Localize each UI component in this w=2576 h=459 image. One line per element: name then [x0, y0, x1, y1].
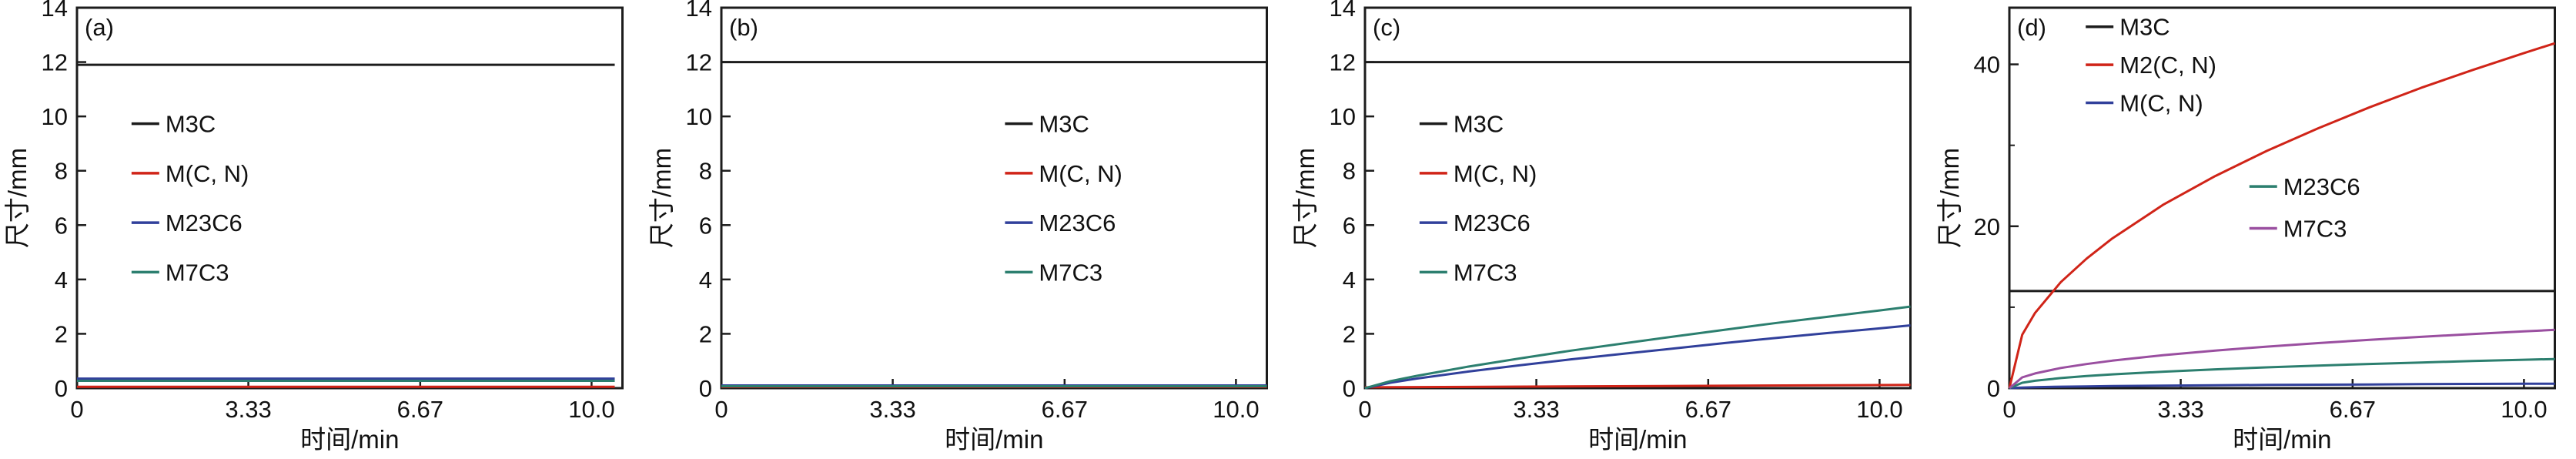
x-tick-label: 10.0 [1856, 396, 1902, 423]
legend-label-m7c3: M7C3 [1039, 259, 1102, 286]
y-tick-label: 4 [698, 266, 711, 293]
x-axis-title: 时间/min [2233, 425, 2331, 454]
plot-frame [2008, 6, 2556, 390]
series-line-m2-c-n [2008, 42, 2555, 389]
legend-label-m-c-n: M(C, N) [1454, 160, 1537, 187]
panel-label-c: (c) [1373, 14, 1400, 41]
legend-label-m23c6: M23C6 [1039, 209, 1116, 236]
panel-background [0, 0, 644, 459]
chart-panel-c: 0 3.33 6.67 10.0 0 2 4 6 8 10 12 14 时间/min 尺寸/mm M3C M(… [1288, 0, 1932, 459]
series-line-m7c3 [1364, 305, 1911, 390]
plot-frame [720, 6, 1268, 390]
x-tick-label: 0 [714, 396, 728, 423]
y-tick-label: 2 [698, 320, 711, 347]
x-axis-title: 时间/min [945, 425, 1043, 454]
y-tick-label: 6 [1343, 212, 1356, 239]
x-tick-label: 10.0 [1213, 396, 1259, 423]
panel-background [1288, 0, 1932, 459]
series-line-m23c6 [1364, 324, 1911, 390]
y-tick-label: 6 [55, 212, 68, 239]
legend-label-m23c6: M23C6 [1454, 209, 1531, 236]
legend-label-m-c-n: M(C, N) [1039, 160, 1122, 187]
x-tick-label: 6.67 [2329, 396, 2375, 423]
y-tick-label: 8 [698, 158, 711, 185]
y-tick-label: 0 [1986, 375, 1999, 402]
legend-label-m7c3: M7C3 [166, 259, 229, 286]
y-tick-label: 0 [55, 375, 68, 402]
y-tick-label: 8 [55, 158, 68, 185]
y-tick-label: 4 [1343, 266, 1356, 293]
y-tick-label: 2 [1343, 320, 1356, 347]
panel-label-b: (b) [729, 14, 758, 41]
y-tick-label: 10 [42, 103, 68, 130]
series-line-m23c6 [2008, 357, 2555, 390]
legend-label-m-c-n: M(C, N) [2119, 90, 2203, 117]
y-tick-label: 40 [1973, 52, 1999, 79]
y-tick-label: 14 [42, 0, 68, 22]
y-tick-label: 0 [698, 375, 711, 402]
legend-label-m7c3: M7C3 [2283, 216, 2347, 243]
x-tick-label: 10.0 [2501, 396, 2547, 423]
plot-frame [75, 6, 624, 390]
y-tick-label: 12 [1330, 49, 1356, 76]
series-line-m-c-n [1364, 384, 1911, 389]
x-tick-label: 3.33 [1513, 396, 1559, 423]
x-tick-label: 3.33 [869, 396, 915, 423]
y-axis-title: 尺寸/mm [3, 148, 32, 248]
legend-label-m23c6: M23C6 [2283, 173, 2360, 200]
legend-label-m3c: M3C [166, 111, 216, 138]
y-tick-label: 8 [1343, 158, 1356, 185]
series-line-m7c3 [2008, 328, 2555, 390]
legend-label-m7c3: M7C3 [1454, 259, 1517, 286]
legend-label-m3c: M3C [1454, 111, 1504, 138]
x-tick-label: 0 [2002, 396, 2016, 423]
x-tick-label: 3.33 [225, 396, 271, 423]
x-tick-label: 3.33 [2157, 396, 2203, 423]
legend-label-m-c-n: M(C, N) [166, 160, 249, 187]
x-tick-label: 10.0 [568, 396, 614, 423]
chart-panel-a: 0 3.33 6.67 10.0 0 2 4 6 8 10 12 14 时间/min 尺寸/mm M3C M(… [0, 0, 644, 459]
panel-background [644, 0, 1288, 459]
y-tick-label: 2 [55, 320, 68, 347]
y-tick-label: 4 [55, 266, 68, 293]
y-tick-label: 10 [1330, 103, 1356, 130]
x-tick-label: 0 [1358, 396, 1371, 423]
y-axis-title: 尺寸/mm [1935, 148, 1964, 248]
x-tick-label: 6.67 [1685, 396, 1731, 423]
x-tick-label: 0 [70, 396, 83, 423]
y-tick-label: 6 [698, 212, 711, 239]
chart-panel-b: 0 3.33 6.67 10.0 0 2 4 6 8 10 12 14 时间/min 尺寸/mm M3C M(… [644, 0, 1288, 459]
x-axis-title: 时间/min [1588, 425, 1687, 454]
y-tick-label: 12 [42, 49, 68, 76]
y-tick-label: 0 [1343, 375, 1356, 402]
plot-frame [1363, 6, 1912, 390]
y-tick-label: 12 [685, 49, 711, 76]
legend-label-m3c: M3C [1039, 111, 1089, 138]
chart-panel-d: 0 3.33 6.67 10.0 0 20 40 时间/min 尺寸/mm M3C M2(C, N)… [1932, 0, 2576, 459]
x-axis-title: 时间/min [300, 425, 399, 454]
legend-label-m2-c-n: M2(C, N) [2119, 52, 2216, 79]
x-tick-label: 6.67 [1041, 396, 1087, 423]
x-tick-label: 6.67 [397, 396, 443, 423]
legend-label-m3c: M3C [2119, 14, 2170, 41]
panel-label-a: (a) [85, 14, 114, 41]
legend-label-m23c6: M23C6 [166, 209, 243, 236]
y-tick-label: 10 [685, 103, 711, 130]
y-tick-label: 20 [1973, 213, 1999, 240]
y-axis-title: 尺寸/mm [647, 148, 676, 248]
y-tick-label: 14 [685, 0, 711, 22]
y-tick-label: 14 [1330, 0, 1356, 22]
panel-label-d: (d) [2017, 14, 2046, 41]
y-axis-title: 尺寸/mm [1291, 148, 1320, 248]
series-line-m-c-n [2009, 382, 2555, 390]
